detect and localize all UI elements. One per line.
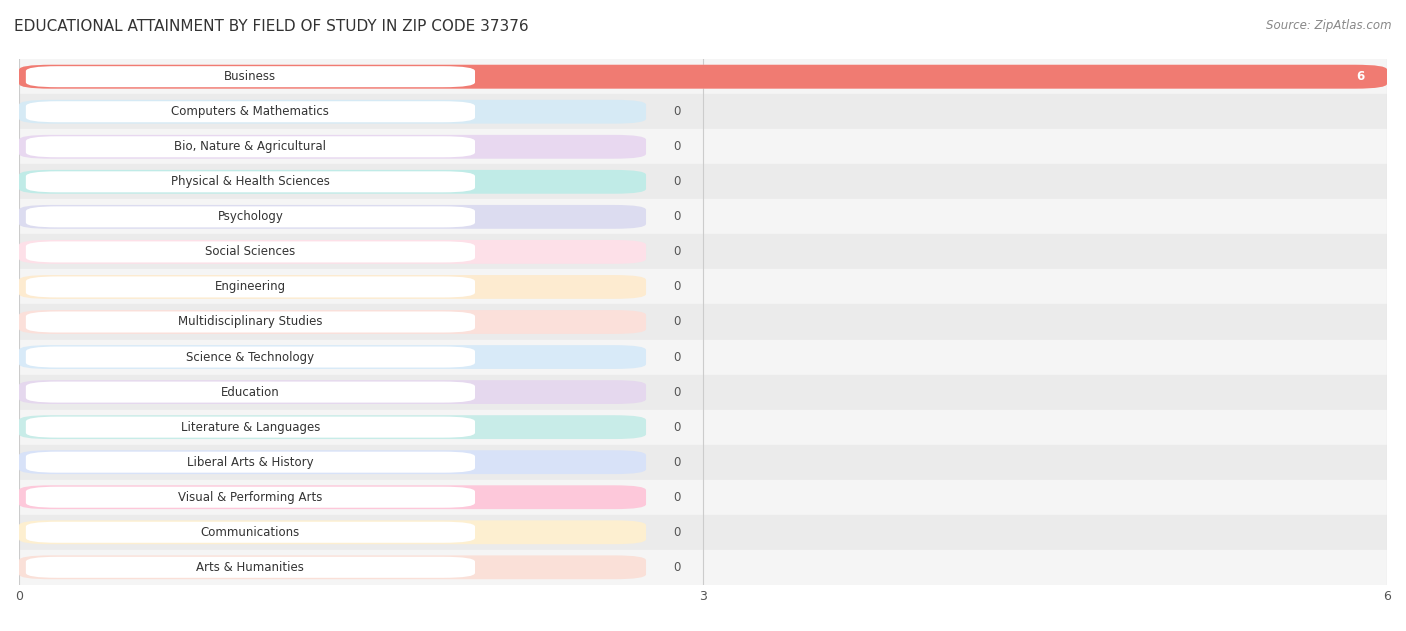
Text: Computers & Mathematics: Computers & Mathematics [172,105,329,118]
Bar [20,94,1388,129]
FancyBboxPatch shape [25,276,475,297]
FancyBboxPatch shape [20,555,645,579]
Text: Communications: Communications [201,526,299,539]
Text: 0: 0 [673,175,681,188]
Text: Multidisciplinary Studies: Multidisciplinary Studies [179,316,323,329]
Text: 0: 0 [673,386,681,399]
Bar [20,199,1388,234]
Text: 0: 0 [673,421,681,433]
Text: 0: 0 [673,105,681,118]
Text: EDUCATIONAL ATTAINMENT BY FIELD OF STUDY IN ZIP CODE 37376: EDUCATIONAL ATTAINMENT BY FIELD OF STUDY… [14,19,529,34]
FancyBboxPatch shape [20,275,645,299]
Text: Source: ZipAtlas.com: Source: ZipAtlas.com [1267,19,1392,32]
FancyBboxPatch shape [20,310,645,334]
FancyBboxPatch shape [20,240,645,264]
FancyBboxPatch shape [20,65,1388,88]
Text: Arts & Humanities: Arts & Humanities [197,561,304,574]
Text: 0: 0 [673,316,681,329]
Text: 0: 0 [673,351,681,363]
Text: 0: 0 [673,491,681,504]
FancyBboxPatch shape [25,522,475,543]
FancyBboxPatch shape [20,205,645,229]
Text: Education: Education [221,386,280,399]
Text: Liberal Arts & History: Liberal Arts & History [187,456,314,469]
FancyBboxPatch shape [25,416,475,438]
Text: Engineering: Engineering [215,280,285,293]
Text: Science & Technology: Science & Technology [187,351,315,363]
Bar [20,375,1388,410]
Bar [20,59,1388,94]
FancyBboxPatch shape [20,451,645,474]
Bar [20,550,1388,585]
Text: Social Sciences: Social Sciences [205,245,295,259]
Bar [20,515,1388,550]
Bar [20,234,1388,269]
FancyBboxPatch shape [25,487,475,508]
FancyBboxPatch shape [20,65,1388,88]
Text: 0: 0 [673,210,681,223]
FancyBboxPatch shape [25,452,475,473]
FancyBboxPatch shape [25,557,475,578]
FancyBboxPatch shape [25,242,475,262]
FancyBboxPatch shape [20,345,645,369]
Bar [20,339,1388,375]
Text: 0: 0 [673,245,681,259]
Text: Literature & Languages: Literature & Languages [181,421,321,433]
Text: 0: 0 [673,140,681,153]
FancyBboxPatch shape [25,346,475,367]
Text: Psychology: Psychology [218,210,284,223]
FancyBboxPatch shape [25,136,475,157]
Bar [20,410,1388,445]
Bar [20,480,1388,515]
Text: 6: 6 [1355,70,1364,83]
Text: 0: 0 [673,280,681,293]
Text: Business: Business [225,70,277,83]
FancyBboxPatch shape [20,485,645,509]
FancyBboxPatch shape [20,170,645,194]
FancyBboxPatch shape [20,415,645,439]
FancyBboxPatch shape [20,380,645,404]
FancyBboxPatch shape [25,101,475,122]
FancyBboxPatch shape [25,312,475,333]
Text: Physical & Health Sciences: Physical & Health Sciences [172,175,330,188]
Bar [20,305,1388,339]
FancyBboxPatch shape [20,135,645,158]
FancyBboxPatch shape [25,382,475,403]
Text: 0: 0 [673,526,681,539]
Bar [20,445,1388,480]
FancyBboxPatch shape [20,521,645,544]
Text: 0: 0 [673,456,681,469]
Text: Bio, Nature & Agricultural: Bio, Nature & Agricultural [174,140,326,153]
Bar [20,164,1388,199]
FancyBboxPatch shape [25,66,475,87]
Bar [20,269,1388,305]
FancyBboxPatch shape [25,206,475,227]
Bar [20,129,1388,164]
FancyBboxPatch shape [25,171,475,192]
Text: Visual & Performing Arts: Visual & Performing Arts [179,491,322,504]
FancyBboxPatch shape [20,100,645,124]
Text: 0: 0 [673,561,681,574]
